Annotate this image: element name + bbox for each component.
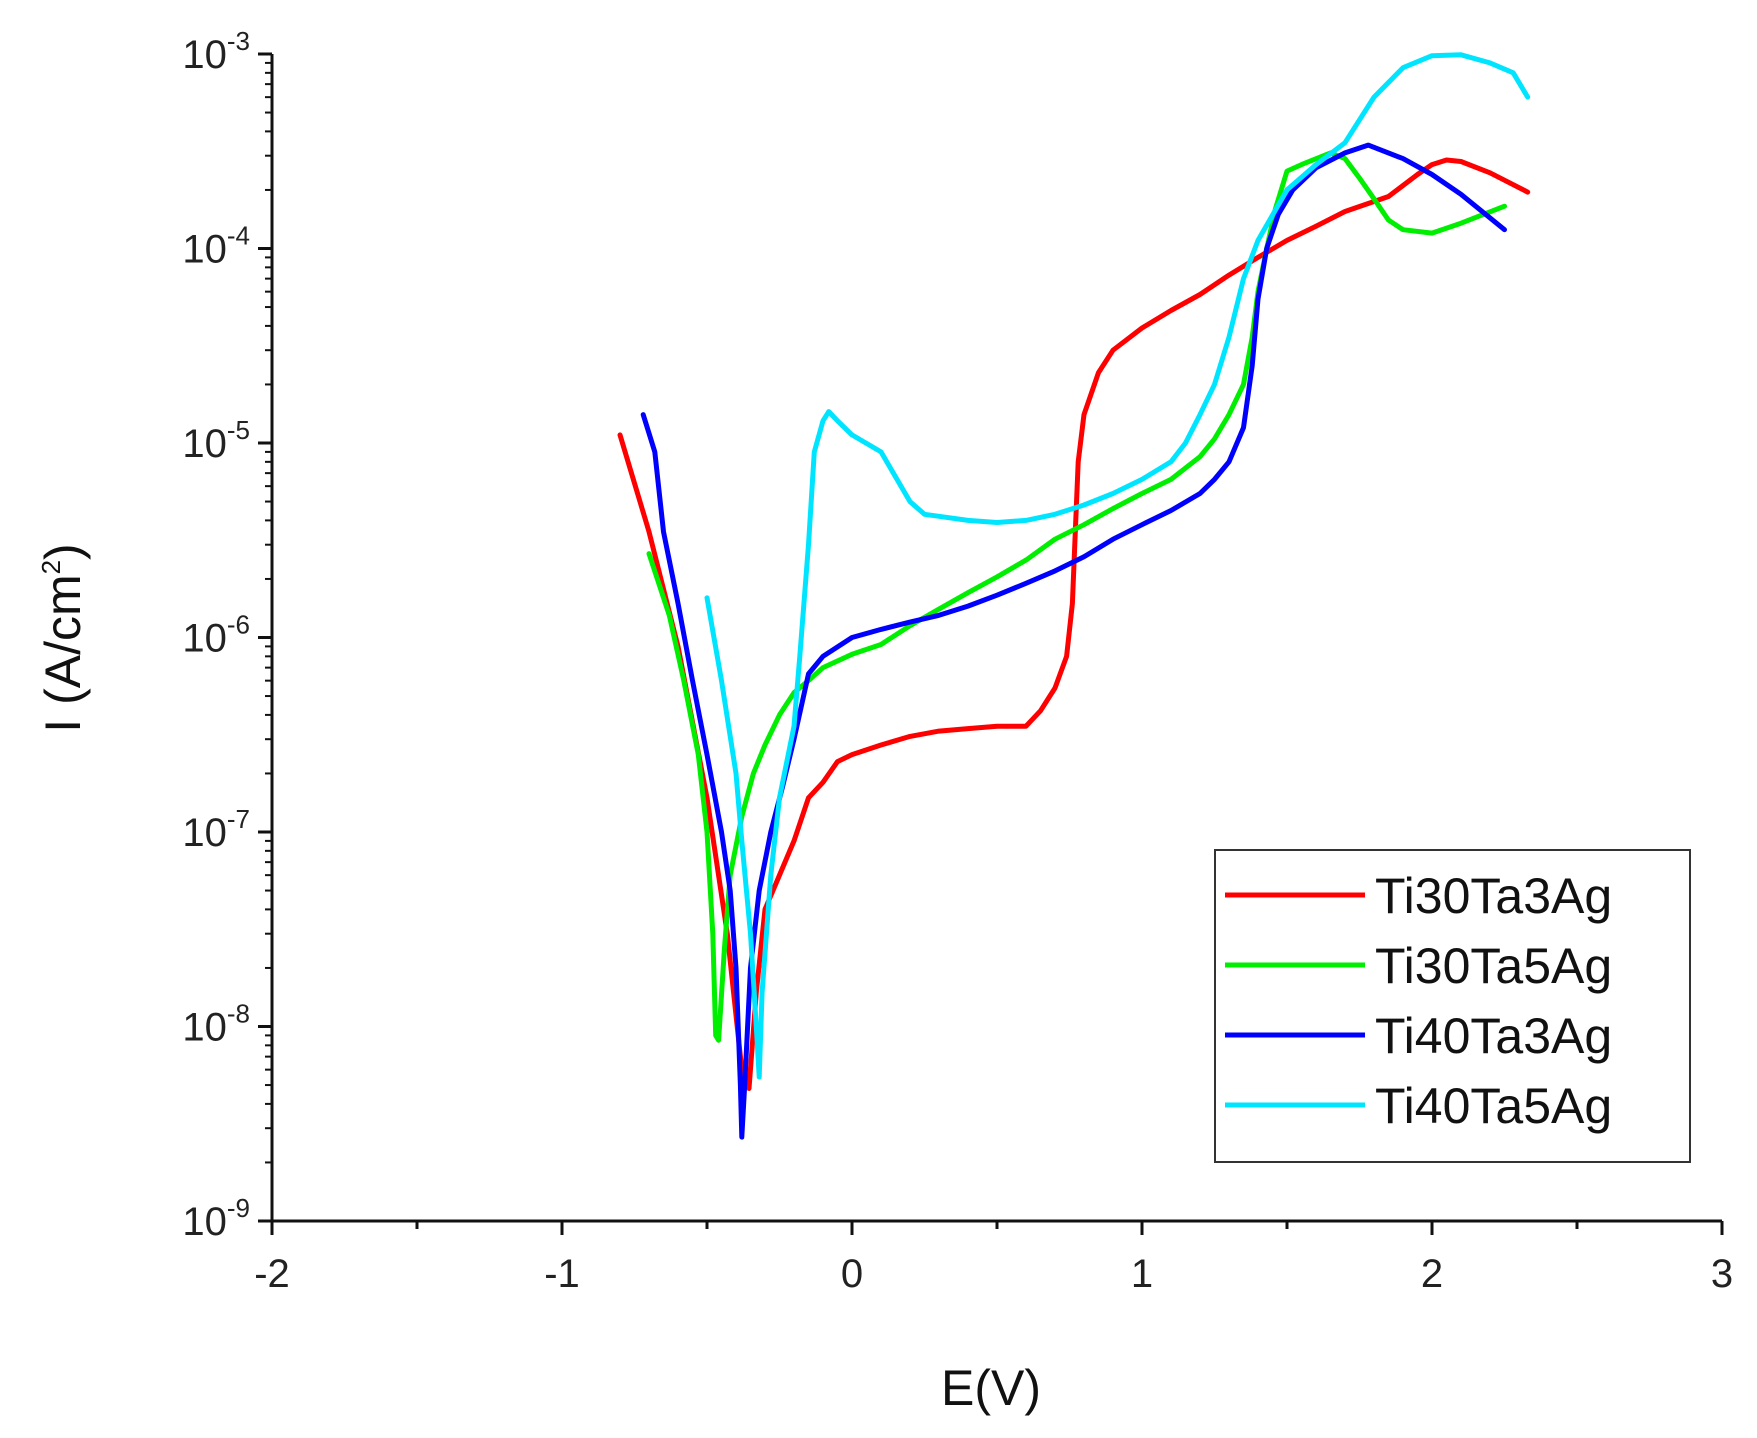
axes-layer: -2 -1 0 1 2 3 10-9 10-8 10-7 10-6 10-5 10-4 10-3 — [182, 26, 1733, 1296]
y-axis-title-sup: 2 — [36, 560, 66, 574]
y-tick-label: 10-4 — [182, 221, 250, 272]
legend-label: Ti30Ta3Ag — [1375, 868, 1612, 924]
y-tick-label: 10-3 — [182, 26, 250, 77]
y-axis-title: I (A/cm2) — [35, 543, 91, 732]
y-axis-title-main: I (A/cm — [35, 574, 91, 732]
legend-box — [1214, 849, 1691, 1163]
series-layer — [617, 52, 1531, 1140]
x-tick-label: -2 — [254, 1252, 290, 1296]
y-tick-label: 10-8 — [182, 999, 250, 1050]
x-axis-title: E(V) — [941, 1360, 1041, 1416]
y-tick-label: 10-9 — [182, 1193, 250, 1244]
y-tick-label: 10-7 — [182, 804, 250, 855]
legend-label: Ti40Ta5Ag — [1375, 1078, 1612, 1134]
y-axis-title-close: ) — [35, 543, 91, 560]
x-tick-label: 0 — [841, 1252, 863, 1296]
x-tick-label: -1 — [544, 1252, 580, 1296]
series-line-ti40ta5ag — [704, 52, 1531, 1080]
series-line-ti40ta3ag — [640, 142, 1507, 1140]
legend: Ti30Ta3Ag Ti30Ta5Ag Ti40Ta3Ag Ti40Ta5Ag — [1214, 849, 1691, 1163]
series-line-ti30ta3ag — [617, 157, 1531, 1091]
y-tick-label: 10-5 — [182, 415, 250, 466]
legend-label: Ti40Ta3Ag — [1375, 1008, 1612, 1064]
y-tick-label: 10-6 — [182, 610, 250, 661]
legend-label: Ti30Ta5Ag — [1375, 938, 1612, 994]
x-tick-label: 1 — [1131, 1252, 1153, 1296]
axis-titles: E(V) I (A/cm2) — [35, 543, 1041, 1416]
x-tick-label: 3 — [1711, 1252, 1733, 1296]
x-tick-label: 2 — [1421, 1252, 1443, 1296]
